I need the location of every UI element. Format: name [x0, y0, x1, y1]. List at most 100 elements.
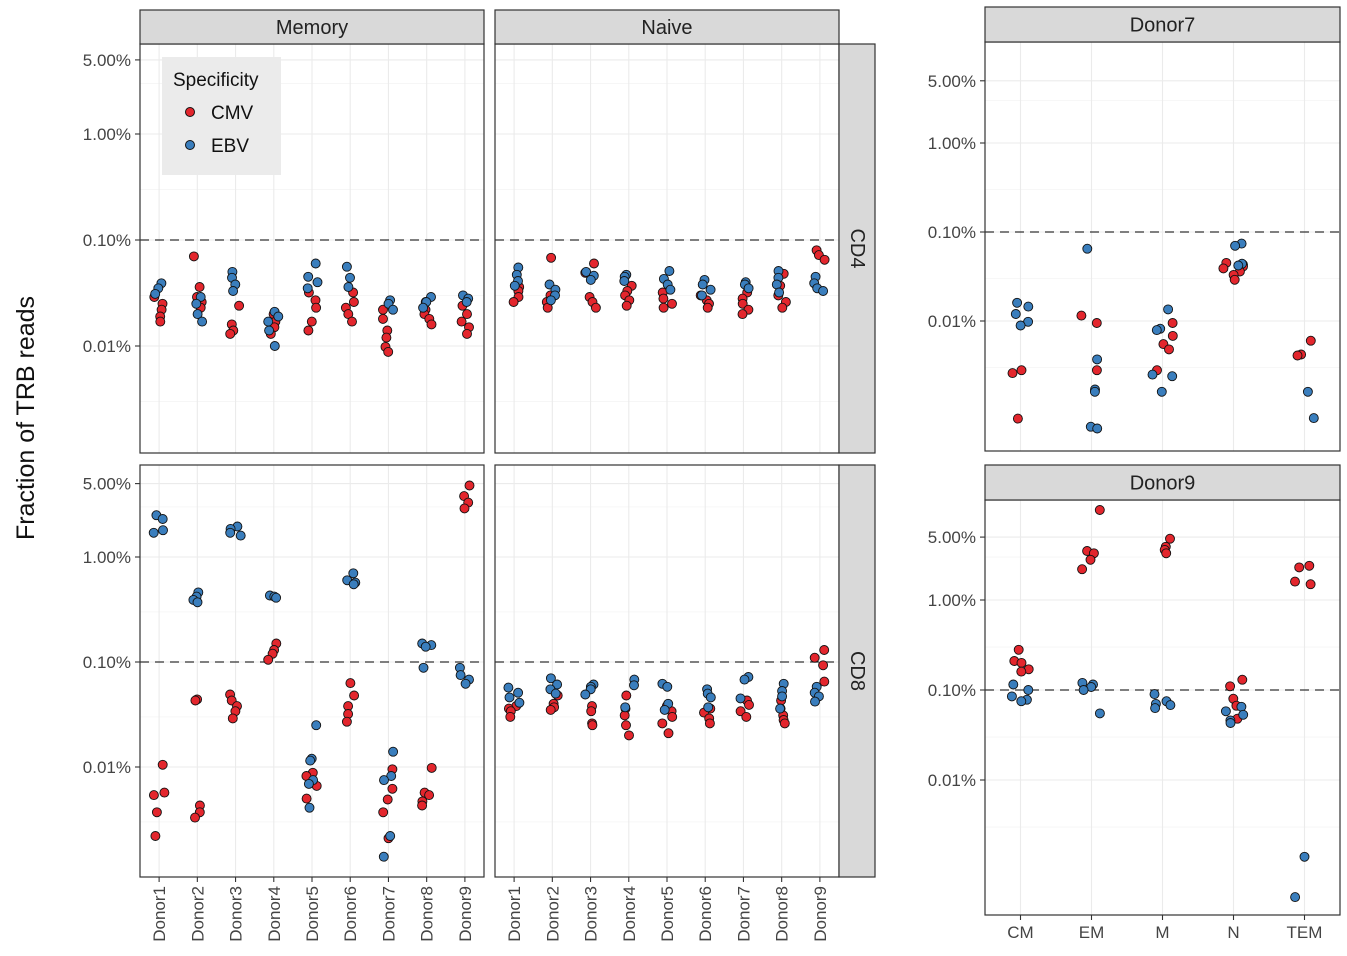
- data-point-cmv: [1305, 579, 1316, 590]
- facet-strip-label: Donor7: [1130, 15, 1196, 37]
- data-point-cmv: [1292, 350, 1303, 361]
- data-point-ebv: [461, 297, 472, 307]
- data-point-ebv: [1156, 386, 1167, 397]
- data-point-ebv: [1147, 369, 1158, 380]
- data-point-ebv: [705, 284, 716, 295]
- y-tick-label: 0.10%: [83, 231, 131, 250]
- data-point-cmv: [777, 302, 788, 313]
- data-point-ebv: [341, 261, 352, 272]
- data-point-cmv: [1013, 644, 1024, 655]
- data-point-ebv: [581, 266, 592, 277]
- data-point-ebv: [1236, 701, 1247, 712]
- data-point-ebv: [225, 527, 236, 538]
- data-point-cmv: [159, 787, 170, 798]
- data-point-ebv: [620, 702, 631, 713]
- y-tick-label: 5.00%: [83, 51, 131, 70]
- data-point-ebv: [1012, 297, 1023, 308]
- x-tick-label: Donor2: [188, 886, 207, 942]
- data-point-ebv: [302, 283, 313, 294]
- data-point-cmv: [619, 710, 630, 721]
- data-point-cmv: [1161, 548, 1172, 559]
- data-point-cmv: [349, 690, 360, 701]
- data-point-ebv: [271, 592, 282, 603]
- x-tick-label: Donor8: [773, 886, 792, 942]
- data-point-ebv: [418, 662, 429, 673]
- facet-strip: [494, 9, 840, 45]
- data-point-ebv: [550, 688, 561, 699]
- facet-strip: [139, 9, 485, 45]
- row-strip-label: CD8: [846, 651, 868, 691]
- data-point-ebv: [1089, 386, 1100, 397]
- data-point-ebv: [348, 579, 359, 590]
- x-tick-label: CM: [1007, 923, 1033, 942]
- data-point-ebv: [705, 692, 716, 703]
- legend-key-cmv: [185, 107, 195, 117]
- data-point-cmv: [587, 720, 598, 731]
- y-tick-label: 5.00%: [928, 72, 976, 91]
- x-tick-label: Donor7: [379, 886, 398, 942]
- data-point-cmv: [378, 807, 389, 818]
- data-point-cmv: [426, 762, 437, 773]
- data-point-cmv: [1290, 576, 1300, 587]
- data-point-ebv: [1094, 708, 1105, 719]
- data-point-cmv: [348, 297, 359, 307]
- facet-naive-cd4: Naive CD4: [494, 9, 876, 454]
- x-tick-label: Donor9: [456, 886, 475, 942]
- y-tick-label: 5.00%: [928, 528, 976, 547]
- data-point-cmv: [462, 309, 472, 320]
- facet-naive-cd8: CD8 Donor1 Donor2 Donor3 Donor4 Donor5 Donor6 D…: [494, 464, 876, 942]
- data-point-ebv: [273, 311, 284, 322]
- data-point-ebv: [774, 287, 785, 298]
- facet-donor7: Donor7 5.00% 1.00% 0.10% 0.01%: [928, 6, 1341, 452]
- data-point-ebv: [1078, 685, 1089, 695]
- data-point-ebv: [235, 530, 246, 541]
- y-tick-label: 1.00%: [83, 548, 131, 567]
- facet-memory-cd4: Memory 5.00% 1.00% 0.10% 0.01%: [83, 9, 485, 454]
- data-point-cmv: [311, 302, 322, 313]
- data-point-cmv: [589, 258, 599, 269]
- data-point-cmv: [303, 325, 314, 336]
- data-point-cmv: [741, 711, 752, 722]
- data-point-ebv: [777, 691, 788, 702]
- data-point-cmv: [508, 297, 519, 307]
- y-tick-label: 0.01%: [928, 312, 976, 331]
- data-point-cmv: [658, 302, 669, 313]
- data-point-ebv: [629, 680, 639, 691]
- data-point-cmv: [464, 480, 475, 491]
- series-ebv: [503, 672, 824, 715]
- data-point-cmv: [657, 718, 668, 729]
- data-point-ebv: [504, 692, 515, 703]
- x-tick-label: Donor5: [658, 886, 677, 942]
- data-point-ebv: [303, 778, 314, 789]
- data-point-cmv: [148, 790, 159, 801]
- data-point-ebv: [1015, 320, 1026, 331]
- x-tick-label: Donor6: [341, 886, 360, 942]
- data-point-cmv: [263, 654, 274, 665]
- data-point-ebv: [659, 704, 670, 715]
- legend-title: Specificity: [173, 70, 259, 91]
- data-point-ebv: [665, 284, 676, 295]
- data-point-cmv: [462, 328, 472, 339]
- x-tick-label: Donor1: [150, 886, 169, 942]
- row-strip-label: CD4: [846, 228, 868, 268]
- data-point-ebv: [191, 298, 202, 309]
- data-point-ebv: [345, 272, 355, 283]
- data-point-cmv: [150, 831, 161, 841]
- data-point-cmv: [1164, 344, 1174, 355]
- data-point-cmv: [151, 807, 162, 818]
- y-tick-label: 0.01%: [83, 758, 131, 777]
- legend-background: [162, 57, 281, 175]
- data-point-ebv: [264, 325, 275, 336]
- data-point-ebv: [1167, 371, 1178, 382]
- data-point-ebv: [263, 316, 274, 327]
- data-point-cmv: [1077, 564, 1088, 575]
- data-point-cmv: [1167, 330, 1178, 341]
- data-point-cmv: [1091, 318, 1102, 328]
- data-point-cmv: [621, 720, 631, 731]
- data-point-cmv: [188, 251, 199, 262]
- data-point-ebv: [269, 341, 280, 351]
- data-point-ebv: [513, 687, 524, 698]
- data-point-ebv: [158, 525, 168, 536]
- data-point-cmv: [702, 302, 713, 313]
- data-point-cmv: [818, 660, 829, 671]
